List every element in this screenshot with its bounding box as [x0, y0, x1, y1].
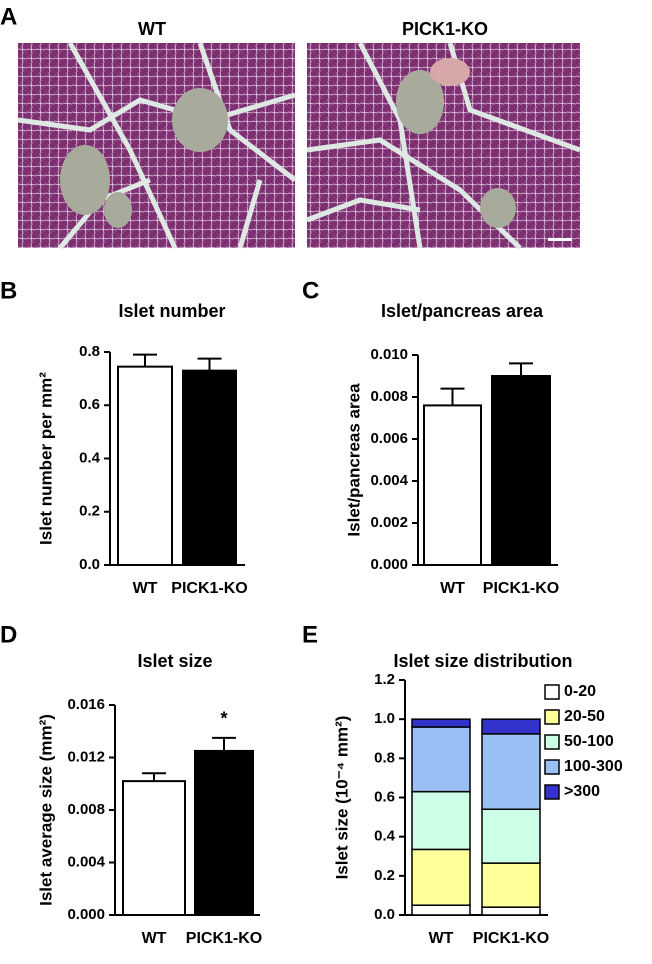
panel-label: B: [0, 277, 17, 304]
legend-swatch: [544, 734, 560, 750]
x-tick-label: WT: [142, 930, 167, 947]
y-tick-label: 0.016: [67, 696, 105, 713]
y-axis-label: Islet number per mm²: [36, 372, 55, 545]
bar: [117, 365, 173, 566]
y-tick-label: 0.002: [370, 514, 408, 531]
y-tick-label: 0.2: [79, 503, 100, 520]
bar: [491, 375, 551, 566]
bar-segment: [481, 718, 541, 735]
y-tick-label: 0.004: [370, 472, 408, 489]
y-tick-label: 0.000: [370, 556, 408, 573]
bar-segment: [411, 904, 471, 916]
y-tick-label: 0.006: [370, 430, 408, 447]
y-tick-label: 0.004: [67, 853, 105, 870]
chart-title: Islet size: [137, 651, 212, 671]
bar-segment: [411, 726, 471, 793]
bar: [194, 749, 254, 916]
y-tick-label: 0.6: [79, 396, 100, 413]
histology-image: [17, 41, 297, 250]
y-tick-label: 0.010: [370, 346, 408, 363]
legend-swatch: [544, 759, 560, 775]
x-tick-label: WT: [440, 580, 465, 597]
bar: [182, 369, 237, 567]
significance: *: [220, 709, 227, 729]
chart-title: Islet/pancreas area: [381, 301, 544, 321]
y-axis-label: Islet/pancreas area: [344, 383, 363, 537]
legend-swatch: [544, 709, 560, 725]
legend-swatch: [544, 684, 560, 700]
image-title: WT: [138, 19, 166, 39]
x-tick-label: PICK1-KO: [186, 930, 262, 947]
panel-label: C: [302, 277, 319, 304]
panel-label: D: [0, 621, 17, 648]
y-tick-label: 0.8: [79, 343, 100, 360]
legend-swatch: [544, 784, 560, 800]
bar-segment: [411, 848, 471, 906]
bar-segment: [481, 808, 541, 864]
legend-label: >300: [564, 783, 600, 800]
histology-image: [306, 41, 581, 250]
legend-label: 100-300: [564, 758, 623, 775]
y-tick-label: 0.6: [374, 788, 395, 805]
y-axis-label: Islet size (10⁻⁴ mm²): [332, 716, 351, 880]
x-tick-label: PICK1-KO: [473, 930, 549, 947]
y-tick-label: 0.008: [370, 388, 408, 405]
legend-label: 0-20: [564, 683, 596, 700]
chart-title: Islet number: [118, 301, 225, 321]
bar: [122, 780, 186, 916]
y-tick-label: 1.2: [374, 671, 395, 688]
panel-label: A: [0, 3, 17, 30]
legend-label: 50-100: [564, 733, 614, 750]
bar-segment: [481, 733, 541, 811]
y-tick-label: 0.012: [67, 748, 105, 765]
bar-segment: [481, 906, 541, 916]
y-tick-label: 0.0: [374, 906, 395, 923]
legend-label: 20-50: [564, 708, 605, 725]
y-tick-label: 0.4: [374, 828, 396, 845]
x-tick-label: WT: [429, 930, 454, 947]
y-tick-label: 0.000: [67, 906, 105, 923]
x-tick-label: PICK1-KO: [171, 580, 247, 597]
x-tick-label: PICK1-KO: [483, 580, 559, 597]
image-title: PICK1-KO: [402, 19, 488, 39]
bar: [423, 404, 482, 566]
y-tick-label: 0.4: [79, 449, 101, 466]
chart-title: Islet size distribution: [393, 651, 572, 671]
y-tick-label: 1.0: [374, 710, 395, 727]
y-tick-label: 0.8: [374, 749, 395, 766]
y-tick-label: 0.0: [79, 556, 100, 573]
y-tick-label: 0.008: [67, 801, 105, 818]
y-axis-label: Islet average size (mm²): [36, 714, 55, 906]
y-tick-label: 0.2: [374, 867, 395, 884]
x-tick-label: WT: [133, 580, 158, 597]
bar-segment: [411, 790, 471, 851]
panel-label: E: [302, 621, 318, 648]
bar-segment: [411, 718, 471, 728]
bar-segment: [481, 862, 541, 908]
